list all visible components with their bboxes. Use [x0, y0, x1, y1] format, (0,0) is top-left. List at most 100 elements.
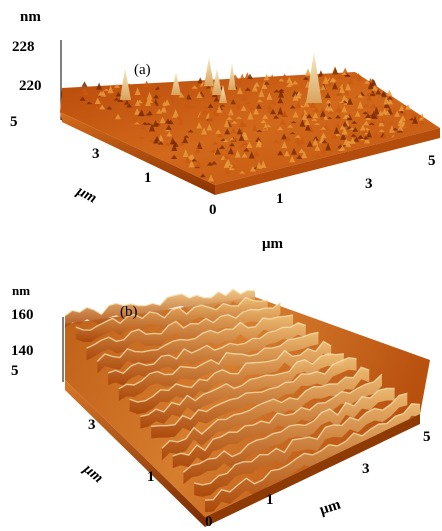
x-tick-b-3: 5 — [423, 429, 431, 445]
surface-bump — [270, 100, 277, 105]
surface-bump — [411, 112, 418, 119]
surface-bump — [161, 101, 168, 106]
surface-bump — [370, 104, 377, 108]
surface-ridge-crest — [129, 340, 332, 403]
surface-bump — [236, 127, 243, 135]
surface-bump — [107, 85, 114, 94]
peak-a2 — [171, 72, 181, 95]
y-tick-b-1: 1 — [147, 469, 155, 485]
surface-bump — [305, 74, 312, 82]
surface-bump — [156, 88, 163, 91]
surface-bump — [319, 89, 326, 94]
surface-bump — [241, 94, 248, 101]
surface-bump — [402, 123, 409, 128]
x-tick-b-1: 1 — [266, 492, 274, 508]
surface-bump — [381, 92, 388, 98]
surface-bump — [234, 149, 241, 158]
surface-bump — [386, 89, 393, 96]
surface-bump — [345, 83, 352, 91]
surface-bump — [391, 108, 398, 114]
surface-bump — [191, 85, 198, 89]
surface-bump — [201, 108, 208, 114]
surface-bump — [363, 120, 370, 126]
surface-bump — [164, 142, 171, 146]
surface-ridge-crest — [151, 357, 357, 428]
surface-bump — [329, 77, 336, 83]
surface-bump — [159, 116, 166, 124]
surface-bump — [144, 113, 151, 116]
surface-bump — [304, 118, 311, 126]
surface-bump — [325, 99, 332, 104]
surface-bump — [226, 94, 233, 102]
surface-bump — [326, 79, 333, 87]
surface-bump — [171, 154, 178, 160]
surface-bump — [368, 122, 375, 125]
surface-bump — [230, 99, 237, 105]
x-tick-a-2: 3 — [365, 176, 373, 192]
surface-ridge-crest — [64, 288, 256, 317]
surface-bump — [292, 80, 299, 85]
surface-bump — [363, 103, 370, 107]
surface-bump — [276, 113, 283, 117]
surface-bump — [295, 92, 302, 99]
surface-bump — [408, 117, 415, 121]
surface-bump — [178, 92, 185, 98]
surface-bump — [94, 97, 101, 104]
surface-bump — [231, 120, 238, 124]
surface-bump — [287, 124, 294, 128]
surface-bump — [246, 141, 253, 148]
surface-bump — [138, 109, 145, 117]
surface-bump — [216, 132, 223, 138]
surface-bump — [421, 117, 428, 121]
surface-bump — [367, 81, 374, 90]
surface-bump — [172, 109, 179, 117]
surface-bump — [357, 135, 364, 139]
surface-bump — [331, 133, 338, 139]
surface-bump — [111, 85, 118, 91]
surface-bump — [114, 83, 121, 88]
surface-bump — [171, 143, 178, 152]
panel-label-b: (b) — [120, 304, 138, 320]
surface-ridge — [140, 353, 344, 429]
surface-bump — [134, 99, 141, 106]
surface-bump — [282, 77, 289, 80]
surface-bump — [408, 123, 415, 128]
surface-bump — [339, 145, 346, 151]
surface-bump — [207, 107, 214, 111]
surface-bump — [301, 113, 308, 120]
surface-bump — [367, 92, 374, 95]
peak-a5 — [228, 63, 236, 90]
surface-bump — [371, 84, 378, 91]
surface-bump — [241, 131, 248, 137]
surface-bump — [150, 101, 157, 107]
surface-bump — [200, 127, 207, 135]
surface-bump — [198, 111, 205, 119]
surface-bump — [290, 147, 297, 155]
surface-bump — [99, 104, 106, 110]
surface-bump — [298, 148, 305, 154]
surface-bump — [365, 113, 372, 119]
surface-bump — [82, 88, 89, 95]
afm-surface-a — [60, 40, 440, 195]
surface-bump — [332, 66, 339, 75]
afm-panel-b: nm 160 140 5 (b) 3 1 μm 0 1 3 5 μm — [0, 262, 442, 531]
surface-bump — [249, 166, 256, 172]
surface-bump — [365, 116, 372, 121]
surface-bump — [219, 145, 226, 149]
surface-bump — [117, 98, 124, 103]
surface-ridge — [205, 403, 420, 513]
surface-ridges-b — [64, 288, 421, 513]
surface-bump — [197, 77, 204, 84]
surface-bump — [243, 147, 250, 152]
surface-bump — [244, 101, 251, 105]
surface-bump — [136, 103, 143, 110]
surface-bump — [357, 93, 364, 98]
surface-bump — [292, 93, 299, 101]
surface-bump — [154, 122, 161, 126]
surface-bump — [339, 124, 346, 130]
surface-bump — [388, 125, 395, 133]
surface-bump — [325, 142, 332, 151]
surface-bump — [338, 100, 345, 104]
surface-bump — [128, 109, 135, 116]
surface-bump — [212, 141, 219, 145]
